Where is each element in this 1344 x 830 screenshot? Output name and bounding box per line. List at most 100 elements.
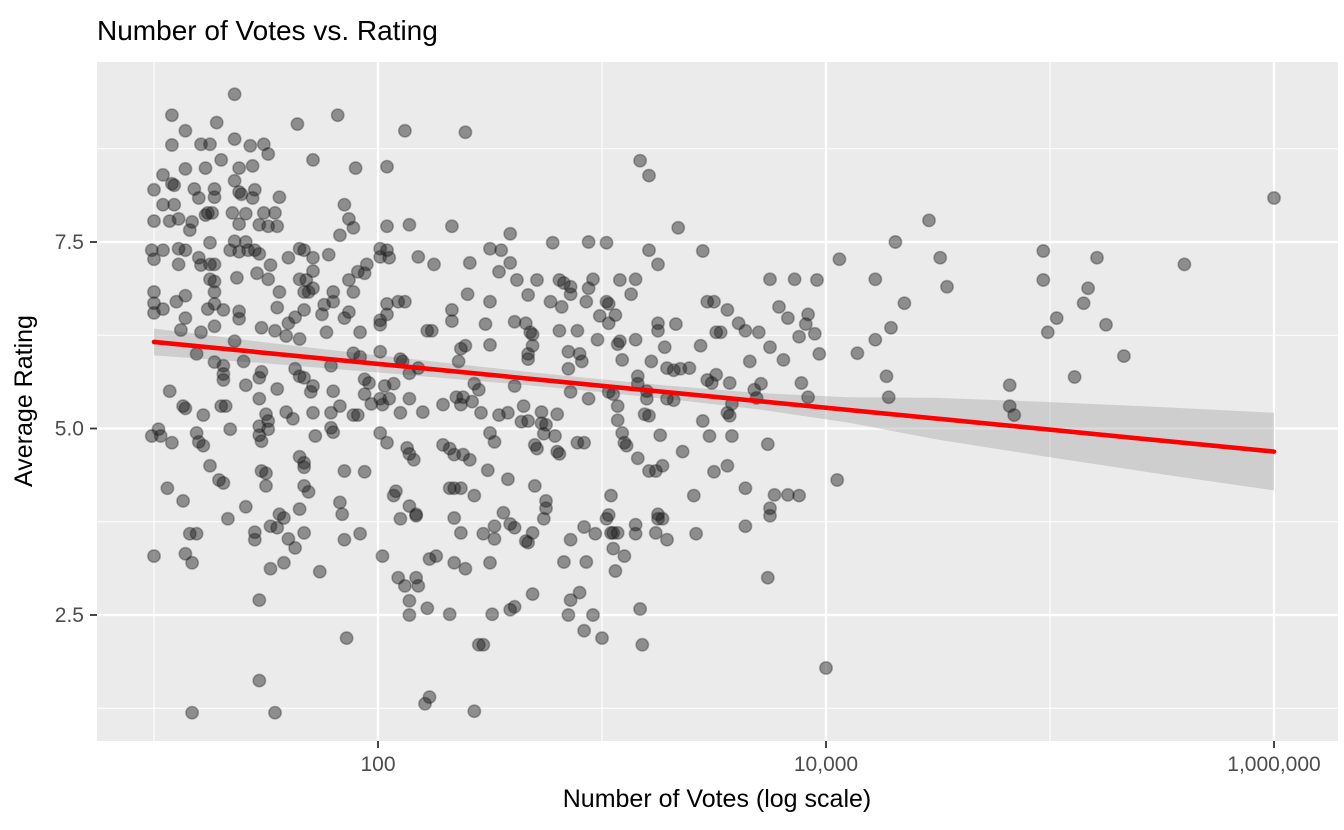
- data-point: [285, 411, 300, 426]
- data-point: [234, 187, 249, 202]
- data-point: [341, 211, 356, 226]
- data-point: [171, 241, 186, 256]
- data-point: [270, 381, 285, 396]
- data-point: [373, 249, 388, 264]
- data-point: [191, 191, 206, 206]
- data-point: [375, 549, 390, 564]
- data-point: [272, 507, 287, 522]
- data-point: [447, 510, 462, 525]
- data-point: [500, 405, 515, 420]
- data-point: [319, 325, 334, 340]
- data-point: [527, 478, 542, 493]
- data-point: [453, 481, 468, 496]
- data-point: [523, 325, 538, 340]
- data-point: [252, 428, 267, 443]
- data-point: [203, 137, 218, 152]
- data-point: [167, 197, 182, 212]
- data-point: [650, 316, 665, 331]
- data-point: [375, 397, 390, 412]
- data-point: [216, 302, 231, 317]
- data-point: [760, 570, 775, 585]
- data-point: [305, 405, 320, 420]
- data-point: [397, 294, 412, 309]
- data-point: [144, 428, 159, 443]
- data-point: [397, 123, 412, 138]
- data-point: [442, 441, 457, 456]
- chart-title: Number of Votes vs. Rating: [97, 15, 438, 46]
- data-point: [572, 585, 587, 600]
- data-point: [373, 313, 388, 328]
- data-point: [487, 434, 502, 449]
- data-point: [350, 264, 365, 279]
- data-point: [518, 316, 533, 331]
- data-point: [738, 481, 753, 496]
- data-point: [467, 376, 482, 391]
- data-point: [200, 205, 215, 220]
- data-point: [346, 220, 361, 235]
- data-point: [256, 137, 271, 152]
- data-point: [471, 637, 486, 652]
- data-point: [577, 519, 592, 534]
- data-point: [830, 472, 845, 487]
- data-point: [503, 226, 518, 241]
- data-point: [482, 555, 497, 570]
- data-point: [187, 182, 202, 197]
- data-point: [487, 531, 502, 546]
- data-point: [453, 397, 468, 412]
- data-point: [393, 511, 408, 526]
- data-point: [258, 407, 273, 422]
- data-point: [482, 241, 497, 256]
- data-point: [628, 526, 643, 541]
- data-point: [447, 555, 462, 570]
- data-point: [261, 147, 276, 162]
- x-tick-label: 100: [360, 753, 395, 776]
- data-point: [724, 428, 739, 443]
- data-point: [373, 425, 388, 440]
- data-point: [462, 255, 477, 270]
- data-point: [276, 510, 291, 525]
- data-point: [305, 264, 320, 279]
- data-point: [509, 272, 524, 287]
- data-point: [442, 481, 457, 496]
- data-point: [619, 438, 634, 453]
- chart-layer: 100 10,000 1,000,000 2.5 5.0 7.5: [55, 62, 1338, 776]
- data-point: [337, 532, 352, 547]
- data-point: [536, 426, 551, 441]
- data-point: [194, 258, 209, 273]
- data-point: [424, 323, 439, 338]
- data-point: [581, 281, 596, 296]
- data-point: [608, 563, 623, 578]
- data-point: [563, 384, 578, 399]
- data-point: [227, 334, 242, 349]
- data-point: [216, 358, 231, 373]
- data-point: [1067, 369, 1082, 384]
- data-point: [686, 488, 701, 503]
- data-point: [429, 549, 444, 564]
- data-point: [798, 317, 813, 332]
- data-point: [482, 425, 497, 440]
- data-point: [267, 205, 282, 220]
- data-point: [771, 299, 786, 314]
- data-point: [668, 317, 683, 332]
- data-point: [420, 323, 435, 338]
- data-point: [561, 607, 576, 622]
- data-point: [156, 167, 171, 182]
- data-point: [252, 217, 267, 232]
- data-point: [147, 305, 162, 320]
- data-point: [514, 414, 529, 429]
- data-point: [335, 507, 350, 522]
- data-point: [666, 393, 681, 408]
- data-point: [529, 272, 544, 287]
- data-point: [261, 413, 276, 428]
- data-point: [738, 323, 753, 338]
- data-point: [521, 287, 536, 302]
- data-point: [850, 346, 865, 361]
- data-point: [326, 294, 341, 309]
- data-point: [628, 517, 643, 532]
- data-point: [422, 690, 437, 705]
- data-point: [207, 190, 222, 205]
- data-point: [648, 525, 663, 540]
- data-point: [147, 284, 162, 299]
- x-tick-label: 1,000,000: [1227, 753, 1320, 776]
- data-point: [151, 422, 166, 437]
